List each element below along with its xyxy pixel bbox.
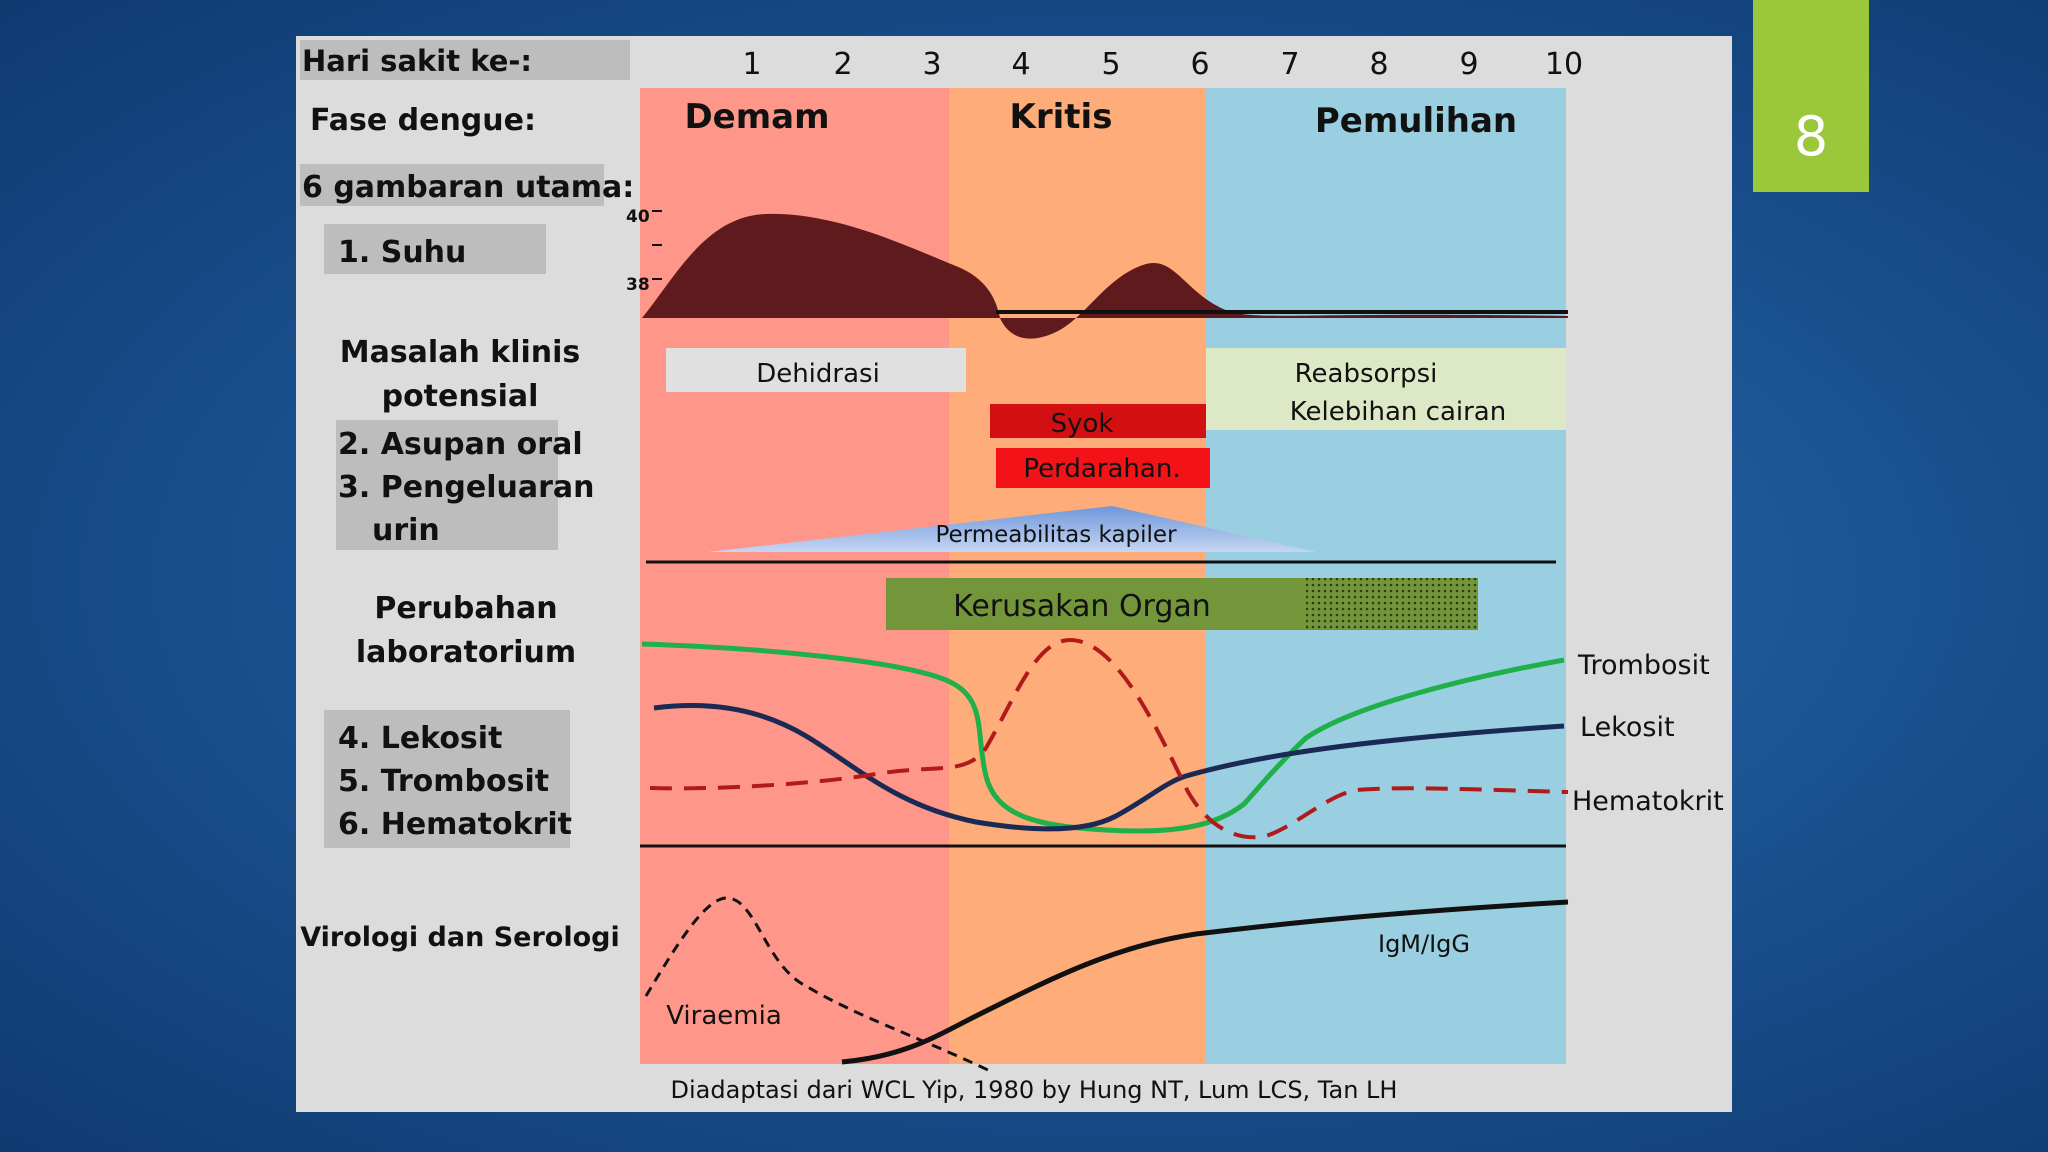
- bleeding-label: Perdarahan.: [1023, 454, 1180, 484]
- platelet-label: Trombosit: [1577, 650, 1710, 681]
- antibody-label: IgM/IgG: [1378, 930, 1470, 958]
- clinical-item-oral: 2. Asupan oral: [338, 427, 583, 462]
- virology-label: Virologi dan Serologi: [300, 922, 620, 953]
- temperature-box: [324, 224, 546, 274]
- day-3: 3: [922, 47, 941, 82]
- day-1: 1: [742, 47, 761, 82]
- phase-band-pemulihan: [1206, 88, 1566, 1064]
- lab-label-line1: Perubahan: [374, 591, 557, 626]
- temp-tick-40: 40: [626, 207, 650, 227]
- day-numbers: 1 2 3 4 5 6 7 8 9 10: [742, 47, 1583, 82]
- day-5: 5: [1101, 47, 1120, 82]
- organ-damage-label: Kerusakan Organ: [953, 589, 1211, 624]
- phase-band-kritis: [949, 88, 1206, 1064]
- day-label: Hari sakit ke-:: [302, 44, 532, 78]
- clinical-item-urine: 3. Pengeluaran: [338, 470, 595, 505]
- reabsorption-bar: [1206, 348, 1566, 430]
- clinical-item-urine-cont: urin: [372, 513, 440, 548]
- slide-number: 8: [1753, 0, 1869, 192]
- main-features-label: 6 gambaran utama:: [302, 170, 634, 205]
- lab-items-box: [324, 710, 570, 848]
- antibody-curve: [841, 899, 1569, 1065]
- diagram-canvas: Hari sakit ke-: 1 2 3 4 5 6 7 8 9 10 Fas…: [300, 40, 1724, 1104]
- day-6: 6: [1190, 47, 1209, 82]
- clinical-label-line2: potensial: [382, 379, 539, 414]
- reabsorption-label-1: Reabsorpsi: [1295, 359, 1438, 389]
- temperature-label: 1. Suhu: [338, 235, 466, 270]
- organ-damage-dotted: [1306, 578, 1478, 630]
- lab-label-line2: laboratorium: [356, 635, 576, 670]
- clinical-label-line1: Masalah klinis: [340, 335, 581, 370]
- dehydration-bar: [666, 348, 966, 392]
- day-7: 7: [1280, 47, 1299, 82]
- leukocyte-curve: [653, 703, 1565, 832]
- viremia-curve: [644, 896, 989, 1072]
- lab-item-platelet: 5. Trombosit: [338, 764, 549, 799]
- capillary-label: Permeabilitas kapiler: [935, 522, 1177, 548]
- reabsorption-label-2: Kelebihan cairan: [1290, 397, 1506, 427]
- day-label-box: [300, 40, 630, 80]
- clinical-items-box: [336, 420, 558, 550]
- lab-item-leukocyte: 4. Lekosit: [338, 721, 502, 756]
- phase-kritis: Kritis: [1010, 97, 1113, 137]
- main-features-box: [300, 164, 604, 206]
- viremia-label: Viraemia: [666, 1001, 782, 1031]
- day-10: 10: [1545, 47, 1583, 82]
- bleeding-bar: [996, 448, 1210, 488]
- day-4: 4: [1011, 47, 1030, 82]
- dehydration-label: Dehidrasi: [756, 359, 880, 389]
- lab-item-hematocrit: 6. Hematokrit: [338, 807, 572, 842]
- shock-label: Syok: [1051, 409, 1114, 439]
- leukocyte-label: Lekosit: [1580, 712, 1675, 743]
- phase-pemulihan: Pemulihan: [1315, 101, 1517, 141]
- phase-demam: Demam: [684, 97, 829, 137]
- organ-damage-bar: [886, 578, 1306, 630]
- shock-bar: [990, 404, 1206, 438]
- day-9: 9: [1459, 47, 1478, 82]
- temp-tick-38: 38: [626, 275, 650, 295]
- dengue-course-diagram: Hari sakit ke-: 1 2 3 4 5 6 7 8 9 10 Fas…: [296, 36, 1732, 1112]
- platelet-curve: [641, 641, 1565, 834]
- phase-label: Fase dengue:: [310, 103, 536, 138]
- source-caption: Diadaptasi dari WCL Yip, 1980 by Hung NT…: [671, 1076, 1398, 1104]
- day-2: 2: [833, 47, 852, 82]
- hematocrit-label: Hematokrit: [1572, 786, 1724, 817]
- day-8: 8: [1369, 47, 1388, 82]
- temperature-curve: [642, 213, 1568, 339]
- capillary-permeability-triangle: [708, 506, 1316, 552]
